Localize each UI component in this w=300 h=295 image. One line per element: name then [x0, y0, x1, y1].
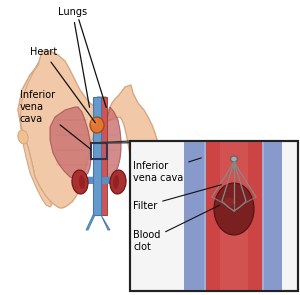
Polygon shape — [50, 107, 91, 179]
Polygon shape — [86, 215, 95, 230]
Ellipse shape — [113, 175, 119, 189]
Bar — [184, 141, 206, 291]
Bar — [130, 141, 298, 291]
FancyBboxPatch shape — [97, 96, 106, 214]
Text: Heart: Heart — [30, 47, 95, 123]
Bar — [260, 141, 264, 291]
Ellipse shape — [90, 117, 104, 133]
Bar — [220, 141, 248, 291]
Ellipse shape — [91, 118, 98, 126]
Polygon shape — [18, 63, 52, 207]
Polygon shape — [101, 215, 110, 230]
Text: Filter: Filter — [133, 185, 221, 211]
Text: Lungs: Lungs — [58, 7, 89, 107]
Text: Inferior
vena
cava: Inferior vena cava — [20, 90, 91, 149]
Ellipse shape — [110, 170, 126, 194]
Bar — [206, 141, 262, 291]
Polygon shape — [18, 51, 160, 211]
Ellipse shape — [72, 170, 88, 194]
Bar — [130, 141, 298, 291]
Bar — [93, 97, 101, 215]
Ellipse shape — [214, 183, 254, 235]
Ellipse shape — [230, 156, 238, 162]
Ellipse shape — [224, 197, 234, 206]
Bar — [101, 97, 107, 215]
Bar — [91, 143, 107, 159]
Bar — [260, 141, 282, 291]
Ellipse shape — [18, 130, 28, 144]
Polygon shape — [99, 107, 121, 179]
Text: Blood
clot: Blood clot — [133, 205, 220, 252]
Ellipse shape — [79, 175, 85, 189]
Text: Inferior
vena cava: Inferior vena cava — [133, 158, 201, 183]
Bar — [204, 141, 208, 291]
